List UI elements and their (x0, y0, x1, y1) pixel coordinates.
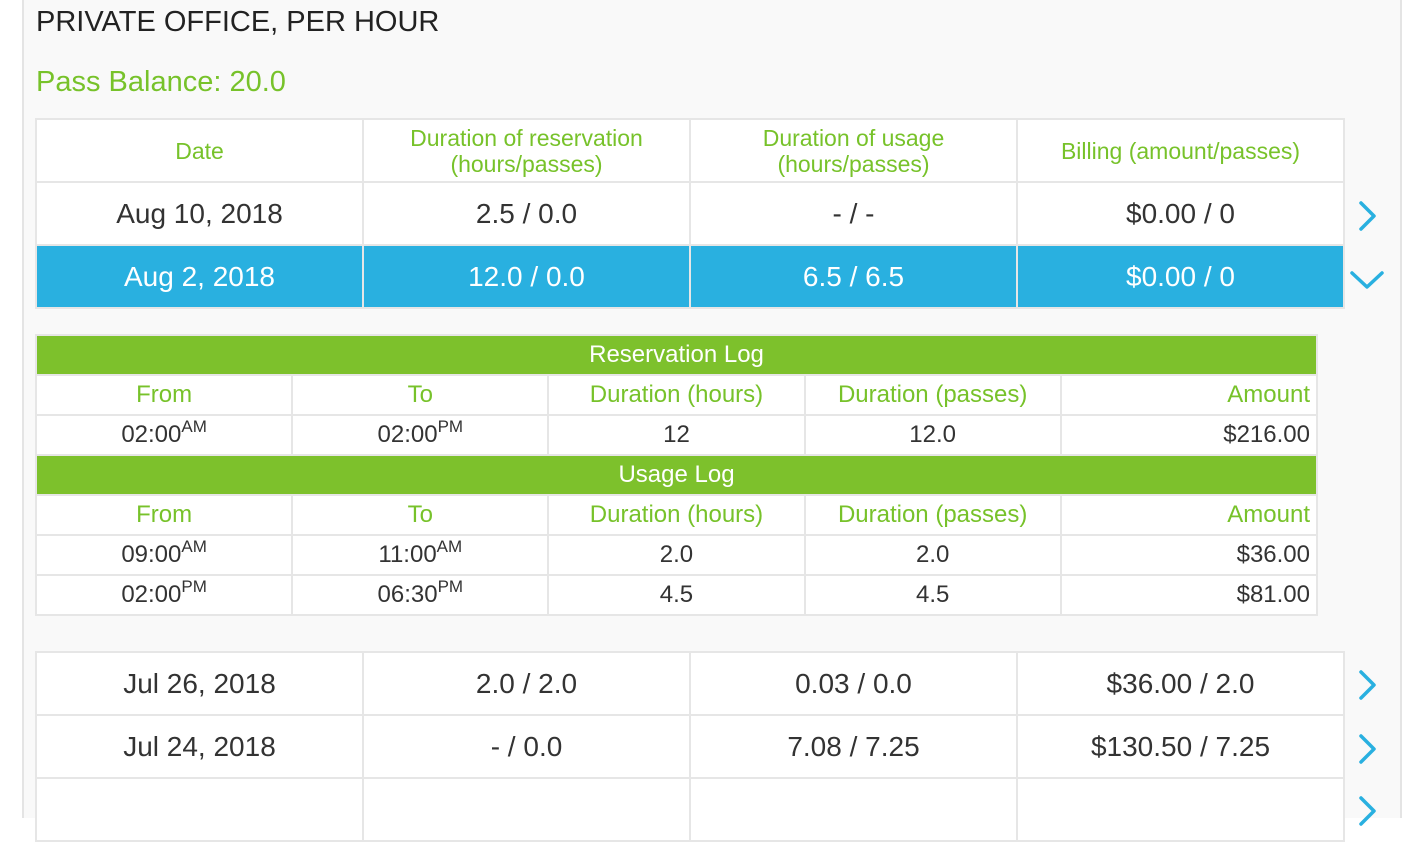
col-to: To (291, 494, 550, 536)
col-duration-hours: Duration (hours) (547, 494, 806, 536)
row-date: Aug 10, 2018 (35, 181, 364, 246)
log-to: 02:00PM (291, 414, 550, 456)
log-passes: 12.0 (803, 414, 1062, 456)
table-row[interactable]: Jul 24, 2018 - / 0.0 7.08 / 7.25 $130.50… (35, 714, 1345, 779)
row-billing: $130.50 / 7.25 (1016, 714, 1345, 779)
table-row[interactable]: Jul 26, 2018 2.0 / 2.0 0.03 / 0.0 $36.00… (35, 651, 1345, 716)
log-passes: 2.0 (803, 534, 1062, 576)
log-passes: 4.5 (803, 574, 1062, 616)
log-from: 09:00AM (34, 534, 294, 576)
row-date (35, 777, 364, 842)
table-row-selected[interactable]: Aug 2, 2018 12.0 / 0.0 6.5 / 6.5 $0.00 /… (35, 244, 1345, 309)
row-usage: - / - (689, 181, 1018, 246)
header-billing: Billing (amount/passes) (1016, 118, 1345, 183)
row-usage: 7.08 / 7.25 (689, 714, 1018, 779)
col-amount: Amount (1059, 374, 1319, 416)
reservation-log-header: Reservation Log (35, 334, 1318, 376)
log-row: 09:00AM 11:00AM 2.0 2.0 $36.00 (34, 534, 1319, 576)
row-usage: 6.5 / 6.5 (689, 244, 1018, 309)
header-date: Date (35, 118, 364, 183)
col-to: To (291, 374, 550, 416)
log-to: 11:00AM (291, 534, 550, 576)
bookings-table-bottom: Jul 26, 2018 2.0 / 2.0 0.03 / 0.0 $36.00… (35, 651, 1345, 842)
chevron-right-icon[interactable] (1352, 670, 1382, 700)
reservation-log-columns: From To Duration (hours) Duration (passe… (34, 374, 1319, 416)
row-billing (1016, 777, 1345, 842)
chevron-right-icon[interactable] (1352, 734, 1382, 764)
log-row: 02:00PM 06:30PM 4.5 4.5 $81.00 (34, 574, 1319, 616)
row-reservation: 2.5 / 0.0 (362, 181, 691, 246)
log-amount: $36.00 (1059, 534, 1319, 576)
col-duration-hours: Duration (hours) (547, 374, 806, 416)
row-billing: $36.00 / 2.0 (1016, 651, 1345, 716)
row-usage (689, 777, 1018, 842)
col-from: From (34, 374, 294, 416)
table-header-row: Date Duration of reservation (hours/passe… (35, 118, 1345, 183)
row-reservation: 2.0 / 2.0 (362, 651, 691, 716)
row-date: Aug 2, 2018 (35, 244, 364, 309)
log-to: 06:30PM (291, 574, 550, 616)
log-hours: 4.5 (547, 574, 806, 616)
header-reservation-duration: Duration of reservation (hours/passes) (362, 118, 691, 183)
log-hours: 2.0 (547, 534, 806, 576)
reservation-log-title: Reservation Log (35, 334, 1318, 376)
page-title: PRIVATE OFFICE, PER HOUR (36, 6, 440, 38)
col-duration-passes: Duration (passes) (803, 374, 1062, 416)
row-billing: $0.00 / 0 (1016, 244, 1345, 309)
row-date: Jul 24, 2018 (35, 714, 364, 779)
log-from: 02:00PM (34, 574, 294, 616)
row-billing: $0.00 / 0 (1016, 181, 1345, 246)
chevron-right-icon[interactable] (1352, 201, 1382, 231)
row-reservation: - / 0.0 (362, 714, 691, 779)
usage-log-columns: From To Duration (hours) Duration (passe… (34, 494, 1319, 536)
row-reservation: 12.0 / 0.0 (362, 244, 691, 309)
usage-log-header: Usage Log (35, 454, 1318, 496)
chevron-right-icon[interactable] (1352, 796, 1382, 826)
bookings-table-top: Date Duration of reservation (hours/passe… (35, 118, 1345, 309)
pass-balance: Pass Balance: 20.0 (36, 66, 286, 98)
chevron-down-icon[interactable] (1350, 266, 1384, 296)
row-reservation (362, 777, 691, 842)
row-usage: 0.03 / 0.0 (689, 651, 1018, 716)
table-row[interactable]: Aug 10, 2018 2.5 / 0.0 - / - $0.00 / 0 (35, 181, 1345, 246)
col-duration-passes: Duration (passes) (803, 494, 1062, 536)
col-amount: Amount (1059, 494, 1319, 536)
log-amount: $216.00 (1059, 414, 1319, 456)
log-hours: 12 (547, 414, 806, 456)
row-date: Jul 26, 2018 (35, 651, 364, 716)
log-from: 02:00AM (34, 414, 294, 456)
log-amount: $81.00 (1059, 574, 1319, 616)
booking-detail-table: Reservation Log From To Duration (hours)… (34, 334, 1319, 616)
log-row: 02:00AM 02:00PM 12 12.0 $216.00 (34, 414, 1319, 456)
usage-log-title: Usage Log (35, 454, 1318, 496)
header-usage-duration: Duration of usage (hours/passes) (689, 118, 1018, 183)
col-from: From (34, 494, 294, 536)
table-row[interactable] (35, 777, 1345, 842)
